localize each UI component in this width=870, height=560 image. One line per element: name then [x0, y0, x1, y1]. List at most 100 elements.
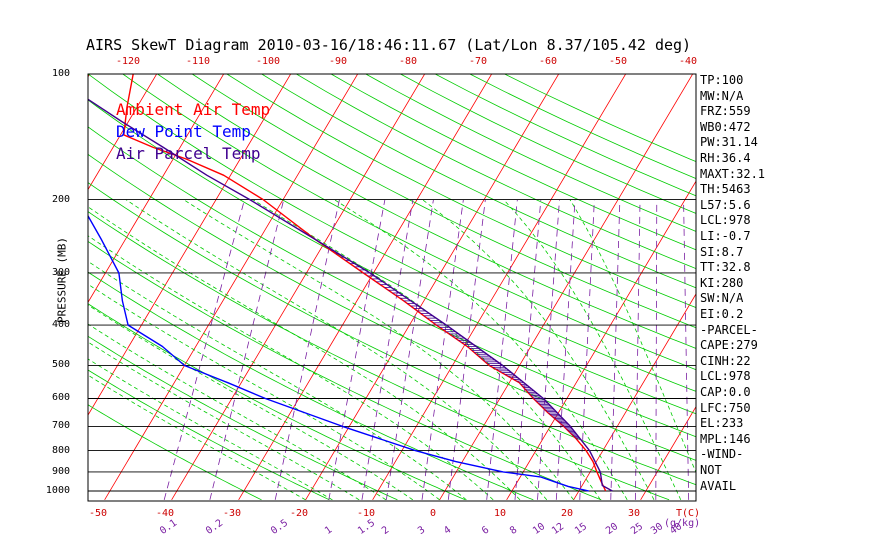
moist-adiabat-line — [569, 199, 696, 474]
bottom-temp-tick-label: -40 — [155, 508, 175, 519]
dry-adiabat-line — [88, 153, 696, 461]
bottom-temp-tick-label: 30 — [627, 508, 641, 519]
mixing-ratio-line — [555, 199, 576, 500]
index-entry: SI:8.7 — [700, 244, 744, 259]
mixing-ratio-unit-label: (g/kg) — [664, 518, 701, 529]
index-entry: LCL:978 — [700, 369, 751, 384]
plot-frame — [87, 73, 697, 502]
dry-adiabat-line — [434, 74, 696, 197]
index-entry: LCL:978 — [700, 213, 751, 228]
dry-adiabat-line — [88, 404, 262, 501]
mixing-ratio-line — [163, 199, 245, 500]
moist-adiabat-line — [125, 199, 548, 501]
top-temp-tick-label: -120 — [115, 56, 141, 67]
mixing-ratio-line — [486, 199, 518, 500]
moist-adiabat-line — [88, 358, 333, 501]
moist-adiabat-grid — [88, 199, 696, 501]
pressure-tick-label: 800 — [51, 444, 70, 456]
mixing-ratio-line — [610, 199, 621, 500]
isotherm-line — [372, 74, 627, 501]
top-temp-tick-label: -50 — [608, 56, 628, 67]
pressure-tick-label: 400 — [51, 319, 70, 331]
bottom-temp-tick-label: 10 — [493, 508, 507, 519]
mixing-ratio-line — [683, 199, 690, 500]
mixing-ratio-line — [579, 199, 595, 500]
index-entry: TT:32.8 — [700, 260, 751, 275]
profile-series — [88, 74, 613, 492]
index-entry: MW:N/A — [700, 88, 744, 103]
dry-adiabat-line — [364, 74, 696, 232]
top-temp-tick-label: -90 — [328, 56, 348, 67]
index-entry: AVAIL — [700, 478, 737, 493]
dry-adiabat-line — [88, 335, 398, 501]
bottom-temp-tick-label: 0 — [429, 508, 437, 519]
dry-adiabat-line — [88, 271, 534, 501]
bottom-temp-tick-label: -50 — [88, 508, 108, 519]
dry-adiabat-grid — [88, 74, 696, 501]
bottom-temp-tick-label: -20 — [289, 508, 309, 519]
index-entry: EL:233 — [700, 416, 744, 431]
mixing-ratio-line — [361, 199, 414, 500]
top-temp-tick-label: -80 — [398, 56, 418, 67]
mixing-ratio-line — [447, 199, 486, 500]
mixing-ratio-line — [421, 199, 464, 500]
mixing-ratio-line — [274, 199, 340, 500]
moist-adiabat-line — [88, 260, 467, 501]
moist-adiabat-line — [88, 235, 494, 501]
index-entry: LFC:750 — [700, 400, 751, 415]
temperature-unit-label: T(C) — [675, 508, 701, 519]
index-entry: -WIND- — [700, 447, 744, 462]
dry-adiabat-line — [88, 74, 696, 392]
moist-adiabat-line — [503, 199, 682, 500]
parcel-profile-line — [88, 98, 613, 492]
dry-adiabat-line — [88, 211, 670, 501]
index-entry: CINH:22 — [700, 353, 751, 368]
index-entry: CAP:0.0 — [700, 385, 751, 399]
pressure-tick-label: 1000 — [45, 485, 70, 496]
isotherm-line — [104, 74, 359, 501]
isotherm-line — [305, 74, 560, 501]
index-entry: EI:0.2 — [700, 307, 744, 321]
dry-adiabat-line — [330, 74, 696, 251]
legend-air-parcel-temp: Air Parcel Temp — [116, 144, 261, 163]
isotherm-line — [573, 293, 696, 501]
moist-adiabat-line — [422, 199, 655, 500]
isotherm-line — [775, 55, 870, 500]
isotherm-line — [88, 74, 225, 304]
mixing-ratio-grid — [163, 199, 690, 500]
moist-adiabat-line — [88, 206, 521, 501]
moist-adiabat-line — [183, 199, 574, 501]
index-entry: FRZ:559 — [700, 104, 751, 119]
index-entry: L57:5.6 — [700, 197, 751, 212]
bottom-temp-tick-label: -30 — [222, 508, 242, 519]
index-entry: WB0:472 — [700, 119, 751, 134]
legend-ambient-air-temp: Ambient Air Temp — [116, 100, 271, 119]
pressure-tick-label: 200 — [51, 193, 70, 205]
bottom-temp-tick-label: 20 — [560, 508, 574, 519]
index-entry: PW:31.14 — [700, 135, 758, 150]
moist-adiabat-line — [88, 374, 306, 501]
dry-adiabat-line — [295, 74, 696, 270]
dry-adiabat-line — [156, 74, 696, 349]
mixing-ratio-line — [655, 199, 658, 500]
index-entry: -PARCEL- — [700, 322, 758, 337]
index-entry: KI:280 — [700, 275, 744, 290]
index-entry: MAXT:32.1 — [700, 166, 766, 181]
top-temp-tick-label: -60 — [538, 56, 558, 67]
index-entry: RH:36.4 — [700, 151, 751, 165]
mixing-ratio-line — [514, 199, 542, 500]
top-temp-tick-label: -100 — [255, 56, 281, 67]
moist-adiabat-line — [88, 341, 360, 501]
index-entry: NOT — [700, 463, 722, 477]
top-temp-tick-label: -110 — [185, 56, 211, 67]
dry-adiabat-line — [226, 74, 696, 308]
mixing-ratio-line — [385, 199, 434, 500]
isotherm-line — [0, 55, 34, 500]
dry-adiabat-line — [191, 74, 696, 329]
bottom-temp-tick-label: -10 — [356, 508, 376, 519]
isotherm-line — [439, 74, 694, 501]
dry-adiabat-line — [122, 74, 696, 371]
dry-adiabat-line — [469, 74, 696, 179]
top-temp-tick-label: -70 — [468, 56, 488, 67]
